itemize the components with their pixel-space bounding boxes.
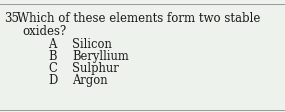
Text: Beryllium: Beryllium <box>72 50 129 63</box>
Text: 35.: 35. <box>4 12 23 25</box>
Text: C: C <box>48 62 57 75</box>
Text: D: D <box>48 74 57 87</box>
Text: Which of these elements form two stable: Which of these elements form two stable <box>17 12 260 25</box>
Text: B: B <box>48 50 56 63</box>
Text: Argon: Argon <box>72 74 108 87</box>
Text: Sulphur: Sulphur <box>72 62 119 75</box>
Text: oxides?: oxides? <box>22 25 66 38</box>
Text: Silicon: Silicon <box>72 38 112 51</box>
Text: A: A <box>48 38 56 51</box>
